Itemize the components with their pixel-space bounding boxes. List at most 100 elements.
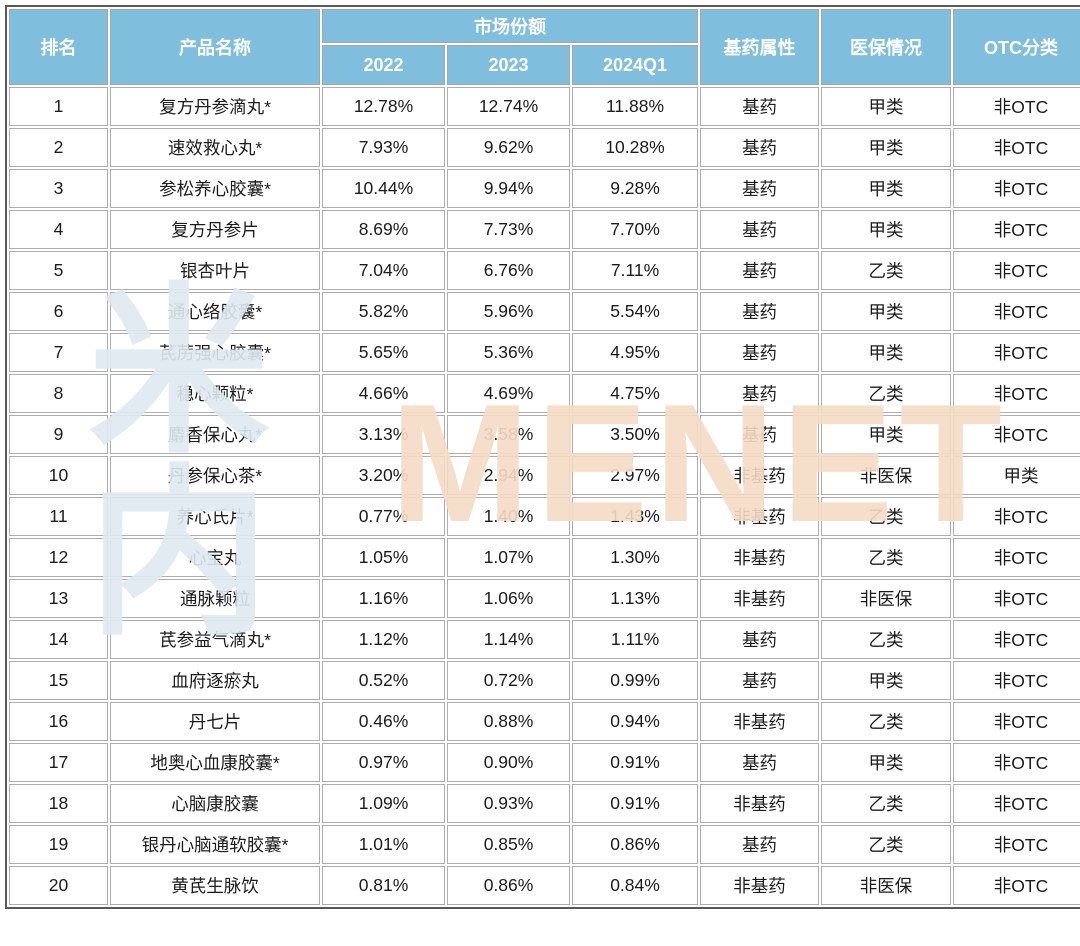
rank-cell: 14 — [9, 620, 108, 659]
ranking-table-container: 排名 产品名称 市场份额 基药属性 医保情况 OTC分类 2022 2023 2… — [5, 5, 1080, 909]
share-2024q1-cell: 2.97% — [572, 456, 699, 495]
share-2024q1-cell: 0.84% — [572, 866, 699, 905]
insurance-cell: 乙类 — [821, 497, 952, 536]
insurance-cell: 乙类 — [821, 702, 952, 741]
essential-drug-cell: 非基药 — [700, 784, 820, 823]
rank-cell: 5 — [9, 251, 108, 290]
essential-drug-cell: 基药 — [700, 415, 820, 454]
product-name-cell: 丹参保心茶* — [110, 456, 320, 495]
header-product-name: 产品名称 — [110, 9, 320, 85]
otc-cell: 非OTC — [953, 538, 1080, 577]
share-2023-cell: 1.14% — [447, 620, 570, 659]
table-row: 10 丹参保心茶* 3.20% 2.94% 2.97% 非基药 非医保 甲类 — [9, 456, 1080, 495]
essential-drug-cell: 基药 — [700, 743, 820, 782]
product-name-cell: 地奥心血康胶囊* — [110, 743, 320, 782]
share-2022-cell: 1.05% — [322, 538, 445, 577]
product-name-cell: 养心氏片* — [110, 497, 320, 536]
insurance-cell: 甲类 — [821, 333, 952, 372]
share-2023-cell: 4.69% — [447, 374, 570, 413]
header-year-row: 2022 2023 2024Q1 — [9, 45, 1080, 85]
table-row: 14 芪参益气滴丸* 1.12% 1.14% 1.11% 基药 乙类 非OTC — [9, 620, 1080, 659]
share-2023-cell: 0.90% — [447, 743, 570, 782]
header-rank: 排名 — [9, 9, 108, 85]
share-2022-cell: 0.97% — [322, 743, 445, 782]
share-2023-cell: 3.58% — [447, 415, 570, 454]
otc-cell: 非OTC — [953, 374, 1080, 413]
share-2023-cell: 2.94% — [447, 456, 570, 495]
table-row: 16 丹七片 0.46% 0.88% 0.94% 非基药 乙类 非OTC — [9, 702, 1080, 741]
essential-drug-cell: 非基药 — [700, 538, 820, 577]
insurance-cell: 甲类 — [821, 292, 952, 331]
rank-cell: 18 — [9, 784, 108, 823]
essential-drug-cell: 基药 — [700, 825, 820, 864]
share-2023-cell: 6.76% — [447, 251, 570, 290]
rank-cell: 15 — [9, 661, 108, 700]
header-2022: 2022 — [322, 45, 445, 85]
insurance-cell: 甲类 — [821, 210, 952, 249]
table-row: 4 复方丹参片 8.69% 7.73% 7.70% 基药 甲类 非OTC — [9, 210, 1080, 249]
table-row: 6 通心络胶囊* 5.82% 5.96% 5.54% 基药 甲类 非OTC — [9, 292, 1080, 331]
share-2022-cell: 5.82% — [322, 292, 445, 331]
essential-drug-cell: 非基药 — [700, 497, 820, 536]
header-otc: OTC分类 — [953, 9, 1080, 85]
essential-drug-cell: 基药 — [700, 661, 820, 700]
share-2023-cell: 5.96% — [447, 292, 570, 331]
table-header: 排名 产品名称 市场份额 基药属性 医保情况 OTC分类 2022 2023 2… — [9, 9, 1080, 85]
table-row: 7 芪苈强心胶囊* 5.65% 5.36% 4.95% 基药 甲类 非OTC — [9, 333, 1080, 372]
share-2022-cell: 7.93% — [322, 128, 445, 167]
table-row: 2 速效救心丸* 7.93% 9.62% 10.28% 基药 甲类 非OTC — [9, 128, 1080, 167]
share-2023-cell: 7.73% — [447, 210, 570, 249]
otc-cell: 非OTC — [953, 661, 1080, 700]
essential-drug-cell: 非基药 — [700, 456, 820, 495]
share-2022-cell: 0.77% — [322, 497, 445, 536]
product-name-cell: 稳心颗粒* — [110, 374, 320, 413]
otc-cell: 非OTC — [953, 866, 1080, 905]
product-name-cell: 通脉颗粒 — [110, 579, 320, 618]
rank-cell: 17 — [9, 743, 108, 782]
share-2023-cell: 0.88% — [447, 702, 570, 741]
share-2022-cell: 0.81% — [322, 866, 445, 905]
essential-drug-cell: 非基药 — [700, 866, 820, 905]
share-2022-cell: 5.65% — [322, 333, 445, 372]
share-2024q1-cell: 3.50% — [572, 415, 699, 454]
share-2024q1-cell: 0.99% — [572, 661, 699, 700]
product-name-cell: 银杏叶片 — [110, 251, 320, 290]
table-row: 19 银丹心脑通软胶囊* 1.01% 0.85% 0.86% 基药 乙类 非OTC — [9, 825, 1080, 864]
product-name-cell: 通心络胶囊* — [110, 292, 320, 331]
rank-cell: 6 — [9, 292, 108, 331]
rank-cell: 19 — [9, 825, 108, 864]
header-market-share: 市场份额 — [322, 9, 699, 43]
share-2024q1-cell: 11.88% — [572, 87, 699, 126]
share-2024q1-cell: 0.91% — [572, 784, 699, 823]
table-row: 12 心宝丸 1.05% 1.07% 1.30% 非基药 乙类 非OTC — [9, 538, 1080, 577]
rank-cell: 4 — [9, 210, 108, 249]
insurance-cell: 乙类 — [821, 374, 952, 413]
header-essential-drug: 基药属性 — [700, 9, 820, 85]
share-2022-cell: 1.01% — [322, 825, 445, 864]
product-name-cell: 黄芪生脉饮 — [110, 866, 320, 905]
table-row: 15 血府逐瘀丸 0.52% 0.72% 0.99% 基药 甲类 非OTC — [9, 661, 1080, 700]
share-2022-cell: 12.78% — [322, 87, 445, 126]
rank-cell: 7 — [9, 333, 108, 372]
share-2023-cell: 0.93% — [447, 784, 570, 823]
table-row: 18 心脑康胶囊 1.09% 0.93% 0.91% 非基药 乙类 非OTC — [9, 784, 1080, 823]
header-2024q1: 2024Q1 — [572, 45, 699, 85]
share-2024q1-cell: 4.75% — [572, 374, 699, 413]
share-2022-cell: 0.46% — [322, 702, 445, 741]
insurance-cell: 非医保 — [821, 456, 952, 495]
essential-drug-cell: 基药 — [700, 374, 820, 413]
share-2023-cell: 1.40% — [447, 497, 570, 536]
otc-cell: 非OTC — [953, 292, 1080, 331]
essential-drug-cell: 基药 — [700, 333, 820, 372]
product-name-cell: 复方丹参滴丸* — [110, 87, 320, 126]
essential-drug-cell: 基药 — [700, 128, 820, 167]
table-row: 13 通脉颗粒 1.16% 1.06% 1.13% 非基药 非医保 非OTC — [9, 579, 1080, 618]
rank-cell: 10 — [9, 456, 108, 495]
otc-cell: 非OTC — [953, 579, 1080, 618]
share-2023-cell: 5.36% — [447, 333, 570, 372]
essential-drug-cell: 基药 — [700, 292, 820, 331]
insurance-cell: 乙类 — [821, 620, 952, 659]
insurance-cell: 甲类 — [821, 415, 952, 454]
otc-cell: 非OTC — [953, 497, 1080, 536]
product-name-cell: 心宝丸 — [110, 538, 320, 577]
